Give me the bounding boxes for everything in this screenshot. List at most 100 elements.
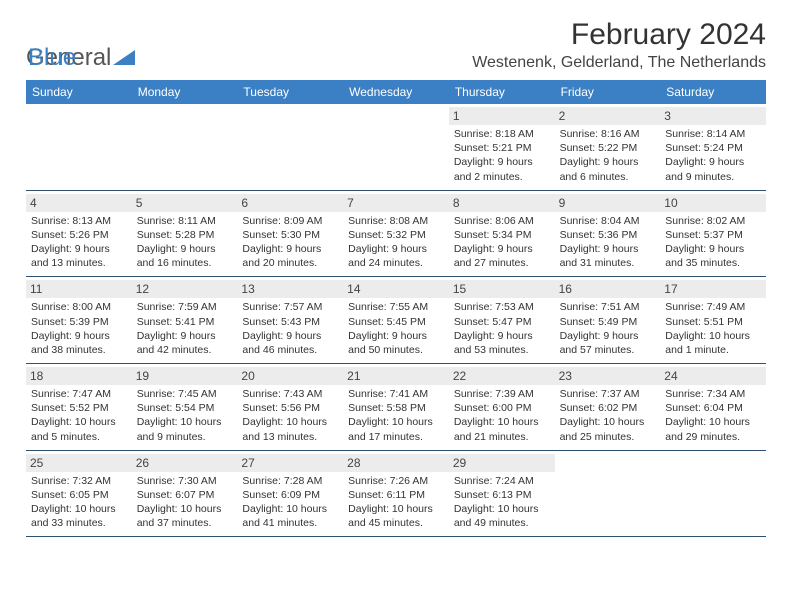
logo-triangle-icon — [113, 44, 135, 72]
day-cell: 11 Sunrise: 8:00 AMSunset: 5:39 PMDayligh… — [26, 277, 132, 363]
day-info: Sunrise: 7:55 AMSunset: 5:45 PMDaylight:… — [348, 300, 444, 357]
day-cell: 2Sunrise: 8:16 AMSunset: 5:22 PMDaylight… — [555, 104, 661, 190]
day-cell: 3Sunrise: 8:14 AMSunset: 5:24 PMDaylight… — [660, 104, 766, 190]
day-number — [660, 454, 766, 458]
day-number: 28 — [343, 454, 449, 472]
day-info: Sunrise: 8:04 AMSunset: 5:36 PMDaylight:… — [560, 214, 656, 271]
day-number: 15 — [449, 280, 555, 298]
week-row: 11 Sunrise: 8:00 AMSunset: 5:39 PMDayligh… — [26, 277, 766, 364]
day-cell: 7Sunrise: 8:08 AMSunset: 5:32 PMDaylight… — [343, 191, 449, 277]
day-cell — [26, 104, 132, 190]
day-info: Sunrise: 7:53 AMSunset: 5:47 PMDaylight:… — [454, 300, 550, 357]
day-info: Sunrise: 8:00 AMSunset: 5:39 PMDaylight:… — [31, 300, 127, 357]
day-cell: 5 Sunrise: 8:11 AMSunset: 5:28 PMDaylight… — [132, 191, 238, 277]
day-number: 17 — [660, 280, 766, 298]
dow-cell: Sunday — [26, 80, 132, 104]
day-info: Sunrise: 7:26 AMSunset: 6:11 PMDaylight:… — [348, 474, 444, 531]
day-number: 22 — [449, 367, 555, 385]
day-number — [237, 107, 343, 111]
day-cell — [132, 104, 238, 190]
day-info: Sunrise: 7:39 AMSunset: 6:00 PMDaylight:… — [454, 387, 550, 444]
day-info: Sunrise: 8:06 AMSunset: 5:34 PMDaylight:… — [454, 214, 550, 271]
day-cell: 8 Sunrise: 8:06 AMSunset: 5:34 PMDaylight… — [449, 191, 555, 277]
day-cell: 19Sunrise: 7:45 AMSunset: 5:54 PMDayligh… — [132, 364, 238, 450]
day-cell: 20 Sunrise: 7:43 AMSunset: 5:56 PMDayligh… — [237, 364, 343, 450]
day-info: Sunrise: 7:47 AMSunset: 5:52 PMDaylight:… — [31, 387, 127, 444]
day-number: 1 — [449, 107, 555, 125]
day-info: Sunrise: 7:41 AMSunset: 5:58 PMDaylight:… — [348, 387, 444, 444]
day-number: 27 — [237, 454, 343, 472]
dow-cell: Monday — [132, 80, 238, 104]
day-number: 8 — [449, 194, 555, 212]
day-info: Sunrise: 7:30 AMSunset: 6:07 PMDaylight:… — [137, 474, 233, 531]
day-number: 9 — [555, 194, 661, 212]
day-number: 10 — [660, 194, 766, 212]
day-cell: 25Sunrise: 7:32 AMSunset: 6:05 PMDayligh… — [26, 451, 132, 537]
day-cell: 26 Sunrise: 7:30 AMSunset: 6:07 PMDayligh… — [132, 451, 238, 537]
month-title: February 2024 — [472, 18, 766, 52]
day-info: Sunrise: 8:11 AMSunset: 5:28 PMDaylight:… — [137, 214, 233, 271]
day-info: Sunrise: 7:45 AMSunset: 5:54 PMDaylight:… — [137, 387, 233, 444]
day-number: 5 — [132, 194, 238, 212]
week-row: 18 Sunrise: 7:47 AMSunset: 5:52 PMDayligh… — [26, 364, 766, 451]
day-number: 6 — [237, 194, 343, 212]
day-cell: 24 Sunrise: 7:34 AMSunset: 6:04 PMDayligh… — [660, 364, 766, 450]
day-cell: 14 Sunrise: 7:55 AMSunset: 5:45 PMDayligh… — [343, 277, 449, 363]
day-info: Sunrise: 7:43 AMSunset: 5:56 PMDaylight:… — [242, 387, 338, 444]
day-number: 7 — [343, 194, 449, 212]
day-cell — [237, 104, 343, 190]
day-cell: 28 Sunrise: 7:26 AMSunset: 6:11 PMDayligh… — [343, 451, 449, 537]
week-row: 1 Sunrise: 8:18 AMSunset: 5:21 PMDaylight… — [26, 104, 766, 191]
day-info: Sunrise: 7:28 AMSunset: 6:09 PMDaylight:… — [242, 474, 338, 531]
day-info: Sunrise: 7:34 AMSunset: 6:04 PMDaylight:… — [665, 387, 761, 444]
day-number: 24 — [660, 367, 766, 385]
day-cell: 12Sunrise: 7:59 AMSunset: 5:41 PMDayligh… — [132, 277, 238, 363]
dow-cell: Saturday — [660, 80, 766, 104]
dow-cell: Friday — [555, 80, 661, 104]
day-cell — [660, 451, 766, 537]
dow-cell: Thursday — [449, 80, 555, 104]
day-of-week-row: SundayMondayTuesdayWednesdayThursdayFrid… — [26, 80, 766, 104]
day-number — [343, 107, 449, 111]
day-cell — [555, 451, 661, 537]
day-info: Sunrise: 8:14 AMSunset: 5:24 PMDaylight:… — [665, 127, 761, 184]
day-cell: 29Sunrise: 7:24 AMSunset: 6:13 PMDayligh… — [449, 451, 555, 537]
calendar: SundayMondayTuesdayWednesdayThursdayFrid… — [26, 80, 766, 537]
day-info: Sunrise: 7:51 AMSunset: 5:49 PMDaylight:… — [560, 300, 656, 357]
header: General February 2024 Westenenk, Gelderl… — [26, 18, 766, 72]
day-info: Sunrise: 7:37 AMSunset: 6:02 PMDaylight:… — [560, 387, 656, 444]
day-number: 23 — [555, 367, 661, 385]
day-cell — [343, 104, 449, 190]
day-number: 29 — [449, 454, 555, 472]
dow-cell: Tuesday — [237, 80, 343, 104]
day-cell: 4Sunrise: 8:13 AMSunset: 5:26 PMDaylight… — [26, 191, 132, 277]
day-cell: 17 Sunrise: 7:49 AMSunset: 5:51 PMDayligh… — [660, 277, 766, 363]
day-number: 16 — [555, 280, 661, 298]
day-cell: 16 Sunrise: 7:51 AMSunset: 5:49 PMDayligh… — [555, 277, 661, 363]
day-number — [26, 107, 132, 111]
dow-cell: Wednesday — [343, 80, 449, 104]
day-cell: 13Sunrise: 7:57 AMSunset: 5:43 PMDayligh… — [237, 277, 343, 363]
day-info: Sunrise: 7:59 AMSunset: 5:41 PMDaylight:… — [137, 300, 233, 357]
day-cell: 21 Sunrise: 7:41 AMSunset: 5:58 PMDayligh… — [343, 364, 449, 450]
day-info: Sunrise: 8:18 AMSunset: 5:21 PMDaylight:… — [454, 127, 550, 184]
day-number: 11 — [26, 280, 132, 298]
day-number — [555, 454, 661, 458]
week-row: 4Sunrise: 8:13 AMSunset: 5:26 PMDaylight… — [26, 191, 766, 278]
day-info: Sunrise: 8:16 AMSunset: 5:22 PMDaylight:… — [560, 127, 656, 184]
day-number: 21 — [343, 367, 449, 385]
day-info: Sunrise: 7:49 AMSunset: 5:51 PMDaylight:… — [665, 300, 761, 357]
day-info: Sunrise: 8:02 AMSunset: 5:37 PMDaylight:… — [665, 214, 761, 271]
day-number: 18 — [26, 367, 132, 385]
day-cell: 22 Sunrise: 7:39 AMSunset: 6:00 PMDayligh… — [449, 364, 555, 450]
day-cell: 18 Sunrise: 7:47 AMSunset: 5:52 PMDayligh… — [26, 364, 132, 450]
day-number: 4 — [26, 194, 132, 212]
day-number: 13 — [237, 280, 343, 298]
day-cell: 10 Sunrise: 8:02 AMSunset: 5:37 PMDayligh… — [660, 191, 766, 277]
location: Westenenk, Gelderland, The Netherlands — [472, 54, 766, 72]
day-number: 14 — [343, 280, 449, 298]
day-number: 20 — [237, 367, 343, 385]
day-number: 26 — [132, 454, 238, 472]
day-cell: 9 Sunrise: 8:04 AMSunset: 5:36 PMDaylight… — [555, 191, 661, 277]
day-cell: 27 Sunrise: 7:28 AMSunset: 6:09 PMDayligh… — [237, 451, 343, 537]
